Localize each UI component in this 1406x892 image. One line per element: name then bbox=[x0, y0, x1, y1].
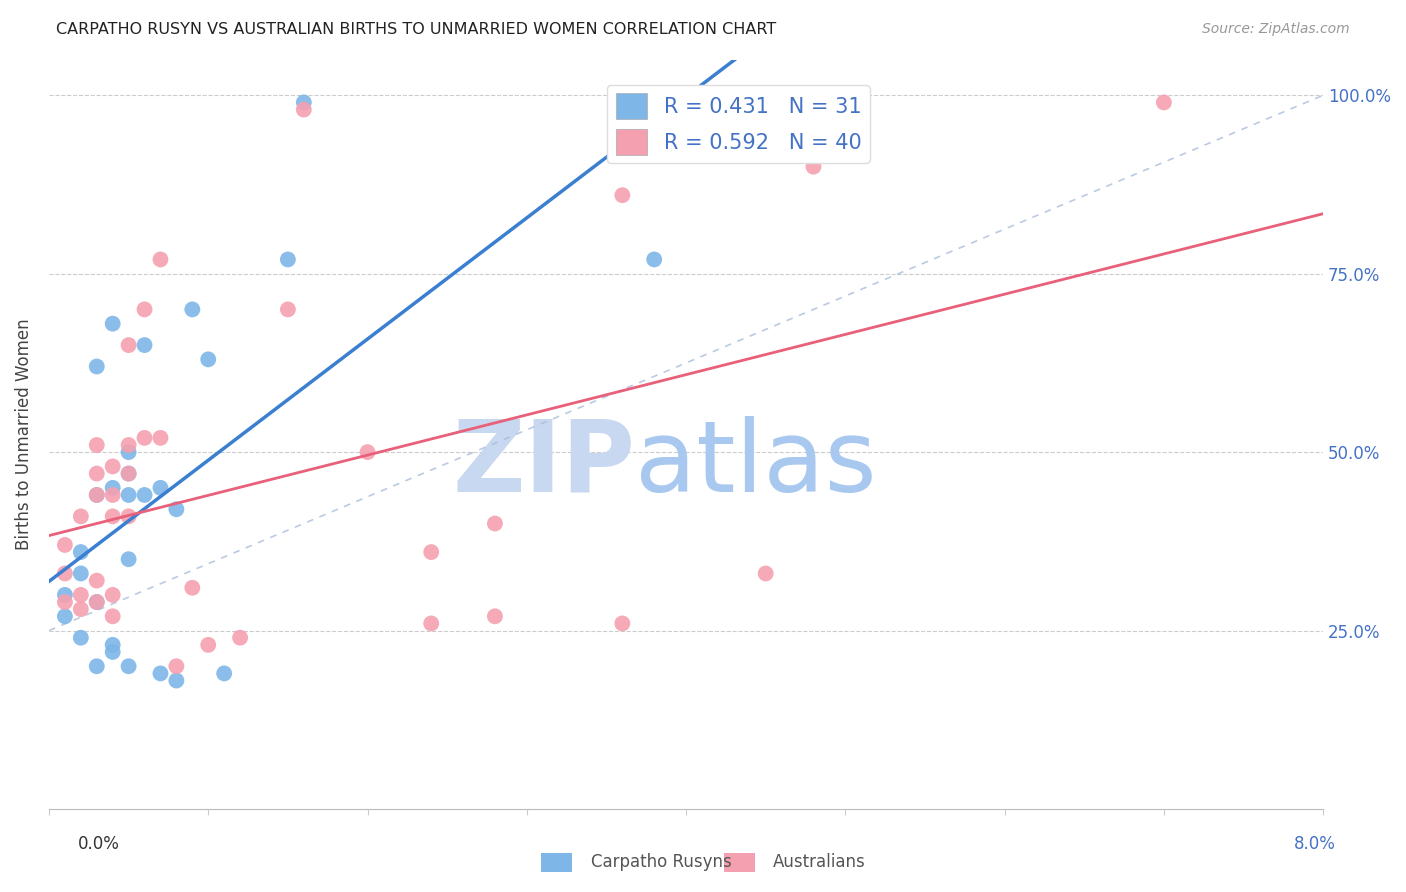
Point bbox=[86, 359, 108, 374]
Point bbox=[101, 609, 124, 624]
Text: atlas: atlas bbox=[636, 416, 877, 513]
Point bbox=[356, 445, 378, 459]
Point bbox=[149, 431, 172, 445]
Point bbox=[134, 338, 156, 352]
Point bbox=[420, 616, 443, 631]
Point bbox=[134, 302, 156, 317]
Point bbox=[101, 638, 124, 652]
Point bbox=[165, 673, 187, 688]
Text: Source: ZipAtlas.com: Source: ZipAtlas.com bbox=[1202, 22, 1350, 37]
Point bbox=[53, 566, 76, 581]
Text: CARPATHO RUSYN VS AUSTRALIAN BIRTHS TO UNMARRIED WOMEN CORRELATION CHART: CARPATHO RUSYN VS AUSTRALIAN BIRTHS TO U… bbox=[56, 22, 776, 37]
Legend: R = 0.431   N = 31, R = 0.592   N = 40: R = 0.431 N = 31, R = 0.592 N = 40 bbox=[607, 85, 870, 163]
Point bbox=[117, 438, 139, 452]
Point bbox=[197, 638, 219, 652]
Point bbox=[612, 616, 634, 631]
Point bbox=[643, 95, 665, 110]
Point bbox=[101, 488, 124, 502]
Point bbox=[292, 103, 315, 117]
Point bbox=[134, 488, 156, 502]
Point bbox=[1153, 95, 1175, 110]
Point bbox=[117, 445, 139, 459]
Point bbox=[101, 459, 124, 474]
Point bbox=[803, 160, 825, 174]
Point bbox=[181, 581, 204, 595]
Point bbox=[101, 645, 124, 659]
Point bbox=[101, 317, 124, 331]
Text: 8.0%: 8.0% bbox=[1294, 835, 1336, 853]
Point bbox=[86, 488, 108, 502]
Point bbox=[165, 502, 187, 516]
Point bbox=[277, 252, 299, 267]
Point bbox=[86, 438, 108, 452]
Y-axis label: Births to Unmarried Women: Births to Unmarried Women bbox=[15, 318, 32, 550]
Point bbox=[117, 467, 139, 481]
Point bbox=[69, 545, 91, 559]
Point bbox=[755, 566, 778, 581]
Point bbox=[117, 467, 139, 481]
Point bbox=[101, 588, 124, 602]
Text: ZIP: ZIP bbox=[453, 416, 636, 513]
Point bbox=[292, 95, 315, 110]
Point bbox=[86, 595, 108, 609]
Point bbox=[643, 252, 665, 267]
Point bbox=[229, 631, 252, 645]
Point bbox=[53, 609, 76, 624]
Point bbox=[117, 659, 139, 673]
Point bbox=[117, 509, 139, 524]
Point bbox=[101, 509, 124, 524]
Point bbox=[117, 338, 139, 352]
Point bbox=[197, 352, 219, 367]
Point bbox=[86, 467, 108, 481]
Point bbox=[277, 302, 299, 317]
Point bbox=[117, 488, 139, 502]
Point bbox=[149, 481, 172, 495]
Text: Australians: Australians bbox=[773, 853, 866, 871]
Point bbox=[86, 488, 108, 502]
Point bbox=[612, 188, 634, 202]
FancyBboxPatch shape bbox=[541, 853, 572, 872]
Text: 0.0%: 0.0% bbox=[77, 835, 120, 853]
Point bbox=[69, 509, 91, 524]
Point bbox=[117, 552, 139, 566]
Point bbox=[165, 659, 187, 673]
FancyBboxPatch shape bbox=[724, 853, 755, 872]
Text: Carpatho Rusyns: Carpatho Rusyns bbox=[591, 853, 731, 871]
Point bbox=[86, 659, 108, 673]
Point bbox=[484, 609, 506, 624]
Point bbox=[53, 595, 76, 609]
Point bbox=[69, 588, 91, 602]
Point bbox=[101, 481, 124, 495]
Point bbox=[86, 595, 108, 609]
Point bbox=[134, 431, 156, 445]
Point bbox=[484, 516, 506, 531]
Point bbox=[53, 538, 76, 552]
Point bbox=[69, 631, 91, 645]
Point bbox=[69, 566, 91, 581]
Point bbox=[149, 252, 172, 267]
Point bbox=[149, 666, 172, 681]
Point bbox=[86, 574, 108, 588]
Point bbox=[69, 602, 91, 616]
Point bbox=[181, 302, 204, 317]
Point bbox=[53, 588, 76, 602]
Point bbox=[420, 545, 443, 559]
Point bbox=[212, 666, 235, 681]
